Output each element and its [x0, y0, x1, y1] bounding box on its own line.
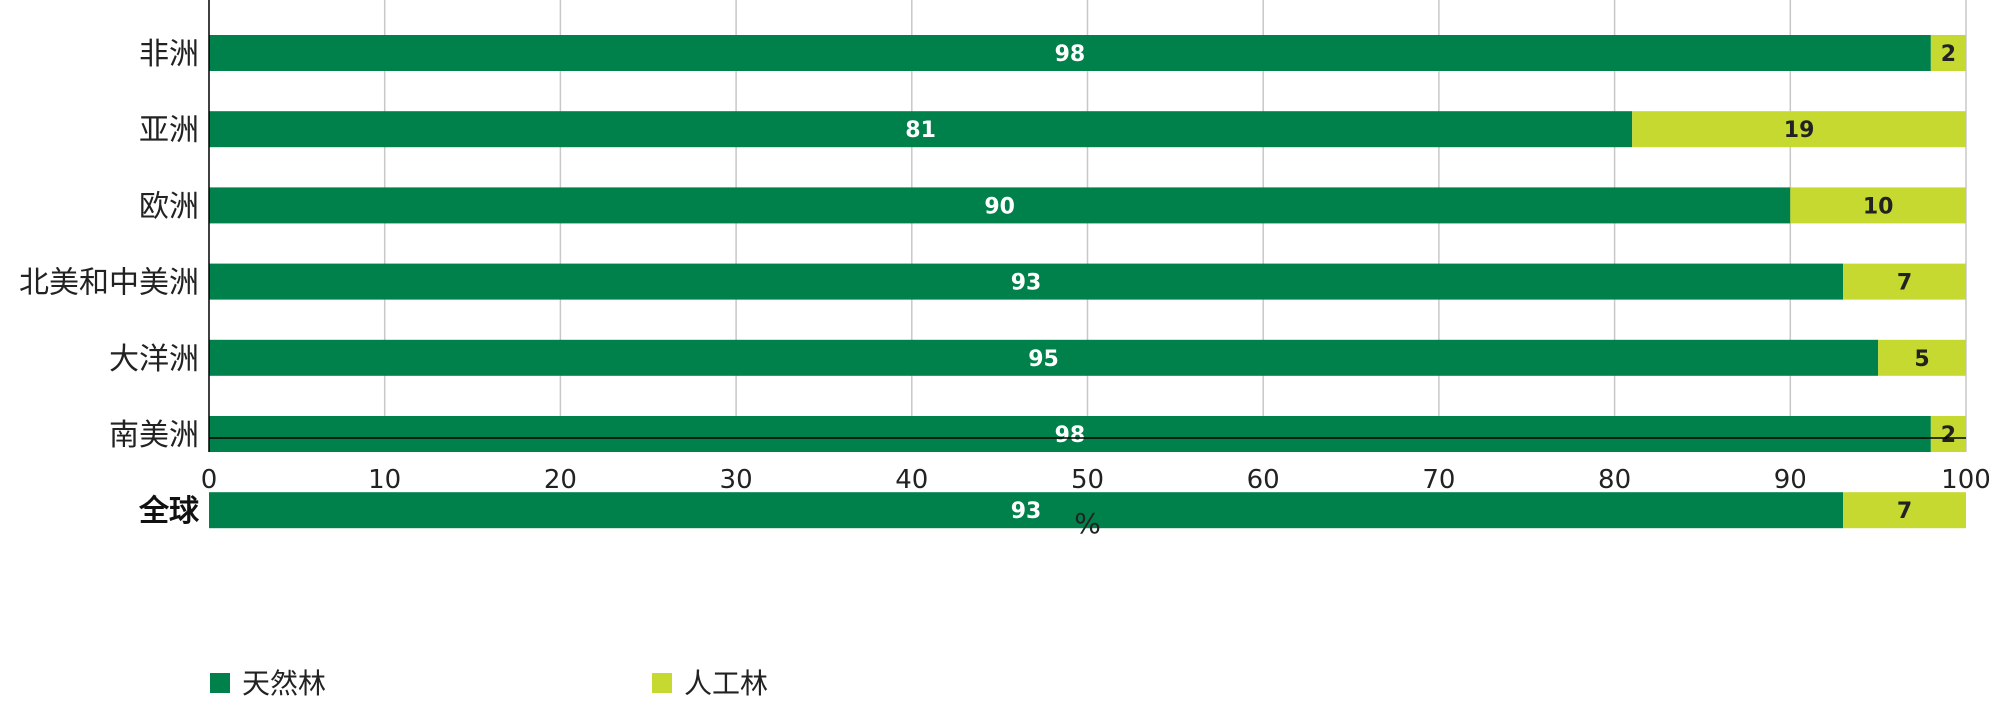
bar-natural-6 — [209, 492, 1844, 529]
gridlines — [383, 0, 1967, 452]
category-label-6: 全球 — [138, 494, 200, 529]
axes — [208, 0, 1966, 452]
data-label-planted-5: 2 — [1941, 423, 1956, 448]
x-tick-label-60: 60 — [1247, 465, 1280, 495]
bar-natural-1 — [209, 111, 1633, 148]
category-label-3: 北美和中美洲 — [19, 266, 199, 301]
bar-natural-0 — [209, 35, 1931, 71]
data-label-planted-4: 5 — [1914, 347, 1929, 372]
bar-planted-0 — [1930, 35, 1966, 71]
bar-planted-3 — [1843, 263, 1966, 300]
data-label-planted-0: 2 — [1941, 42, 1956, 67]
data-label-natural-0: 98 — [1055, 42, 1086, 67]
bar-natural-4 — [209, 339, 1879, 376]
data-label-planted-2: 10 — [1863, 194, 1894, 219]
bar-planted-1 — [1632, 111, 1966, 148]
bar-planted-5 — [1930, 416, 1966, 452]
x-tick-label-100: 100 — [1941, 465, 1991, 495]
category-label-0: 非洲 — [139, 37, 199, 72]
legend: 天然林 人工林 — [210, 667, 768, 700]
bars: 98 2 81 19 90 10 93 7 95 5 98 2 93 7 — [209, 35, 1966, 529]
data-label-natural-5: 98 — [1055, 423, 1086, 448]
bar-planted-6 — [1843, 492, 1966, 529]
x-axis-title: % — [1074, 507, 1101, 540]
x-tick-label-20: 20 — [544, 465, 577, 495]
data-label-planted-1: 19 — [1784, 118, 1815, 143]
data-label-natural-1: 81 — [905, 118, 936, 143]
bar-planted-2 — [1790, 187, 1966, 224]
category-label-1: 亚洲 — [139, 113, 199, 148]
legend-label-1: 人工林 — [684, 667, 768, 700]
data-label-planted-3: 7 — [1897, 271, 1912, 296]
x-tick-label-30: 30 — [720, 465, 753, 495]
category-label-5: 南美洲 — [109, 418, 199, 453]
category-label-2: 欧洲 — [139, 189, 199, 224]
bar-natural-5 — [209, 416, 1931, 452]
category-label-4: 大洋洲 — [109, 342, 199, 377]
x-tick-label-80: 80 — [1598, 465, 1631, 495]
bar-natural-2 — [209, 187, 1791, 224]
x-tick-label-50: 50 — [1071, 465, 1104, 495]
legend-label-0: 天然林 — [242, 667, 326, 700]
bar-natural-3 — [209, 263, 1844, 300]
data-label-planted-6: 7 — [1897, 499, 1912, 524]
x-tick-label-40: 40 — [895, 465, 928, 495]
tick-labels: 0 10 20 30 40 50 60 70 80 90 100 — [201, 465, 1991, 495]
legend-swatch-1 — [652, 673, 672, 693]
bar-planted-4 — [1878, 339, 1966, 376]
x-tick-label-0: 0 — [201, 465, 218, 495]
x-tick-label-90: 90 — [1774, 465, 1807, 495]
data-label-natural-2: 90 — [984, 194, 1015, 219]
data-label-natural-6: 93 — [1011, 499, 1042, 524]
data-label-natural-4: 95 — [1028, 347, 1059, 372]
x-tick-label-10: 10 — [368, 465, 401, 495]
legend-swatch-0 — [210, 673, 230, 693]
data-label-natural-3: 93 — [1011, 271, 1042, 296]
x-tick-label-70: 70 — [1422, 465, 1455, 495]
